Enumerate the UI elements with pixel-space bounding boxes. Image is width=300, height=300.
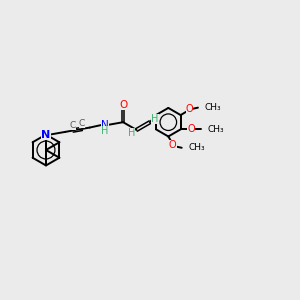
Text: H: H — [151, 114, 159, 124]
Text: CH₃: CH₃ — [205, 103, 221, 112]
Text: N: N — [41, 130, 51, 140]
Text: O: O — [169, 140, 177, 150]
Text: CH₃: CH₃ — [207, 125, 224, 134]
Text: N: N — [101, 120, 109, 130]
Text: H: H — [128, 128, 135, 138]
Text: H: H — [101, 126, 109, 136]
Text: O: O — [186, 104, 194, 114]
Text: C: C — [70, 121, 76, 130]
Text: C: C — [79, 119, 85, 128]
Text: O: O — [187, 124, 195, 134]
Text: O: O — [119, 100, 127, 110]
Text: CH₃: CH₃ — [188, 143, 205, 152]
